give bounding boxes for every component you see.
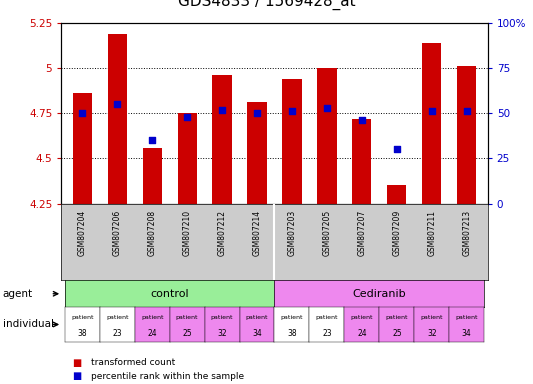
Point (427, 108, 436, 114)
Point (358, 118, 366, 124)
Text: 25: 25 (392, 329, 402, 338)
Text: GSM807208: GSM807208 (148, 210, 157, 256)
Bar (352, 119, 372, 204)
Bar (457, 66, 477, 204)
Bar (282, 79, 302, 204)
Text: patient: patient (385, 315, 408, 320)
Text: patient: patient (211, 315, 233, 320)
Bar (108, 34, 127, 204)
Text: 34: 34 (462, 329, 472, 338)
Text: individual: individual (3, 319, 54, 329)
Text: control: control (150, 289, 189, 299)
Point (148, 137, 156, 143)
Bar (213, 75, 232, 204)
Text: 23: 23 (112, 329, 122, 338)
Text: patient: patient (316, 315, 338, 320)
Text: 32: 32 (427, 329, 437, 338)
Text: 38: 38 (77, 329, 87, 338)
Bar (247, 103, 266, 204)
Point (183, 114, 191, 120)
Point (218, 107, 227, 113)
Text: patient: patient (456, 315, 478, 320)
Text: GSM807203: GSM807203 (287, 210, 296, 256)
Bar (72, 93, 92, 204)
Text: ■: ■ (72, 371, 81, 381)
Text: GSM807210: GSM807210 (183, 210, 192, 256)
Bar (422, 43, 441, 204)
Text: GDS4833 / 1569428_at: GDS4833 / 1569428_at (177, 0, 356, 10)
Text: 38: 38 (287, 329, 297, 338)
Text: GSM807209: GSM807209 (392, 210, 401, 256)
Text: GSM807214: GSM807214 (253, 210, 262, 256)
Bar (387, 185, 407, 204)
Text: GSM807213: GSM807213 (462, 210, 471, 256)
Text: GSM807205: GSM807205 (322, 210, 332, 256)
Text: GSM807211: GSM807211 (427, 210, 437, 256)
Text: patient: patient (421, 315, 443, 320)
Text: ■: ■ (72, 358, 81, 367)
Point (113, 101, 122, 107)
Text: patient: patient (281, 315, 303, 320)
Text: transformed count: transformed count (91, 358, 175, 367)
Bar (142, 147, 162, 204)
Text: agent: agent (3, 289, 33, 299)
Text: Cediranib: Cediranib (352, 289, 406, 299)
Text: 24: 24 (147, 329, 157, 338)
Text: GSM807212: GSM807212 (217, 210, 227, 256)
Point (463, 108, 471, 114)
Text: patient: patient (106, 315, 128, 320)
Text: percentile rank within the sample: percentile rank within the sample (91, 372, 244, 381)
Point (322, 105, 331, 111)
Text: GSM807206: GSM807206 (112, 210, 122, 256)
Text: patient: patient (141, 315, 164, 320)
Point (288, 108, 296, 114)
Text: 25: 25 (182, 329, 192, 338)
Text: 24: 24 (357, 329, 367, 338)
Text: 23: 23 (322, 329, 332, 338)
Text: 34: 34 (252, 329, 262, 338)
Text: patient: patient (246, 315, 268, 320)
Bar (317, 68, 336, 204)
Text: 32: 32 (217, 329, 227, 338)
Text: patient: patient (351, 315, 373, 320)
Text: patient: patient (176, 315, 198, 320)
Bar (177, 113, 197, 204)
Text: GSM807204: GSM807204 (78, 210, 87, 256)
Point (253, 110, 261, 116)
Point (78, 110, 86, 116)
Text: GSM807207: GSM807207 (357, 210, 366, 256)
Point (393, 146, 401, 152)
Text: patient: patient (71, 315, 93, 320)
